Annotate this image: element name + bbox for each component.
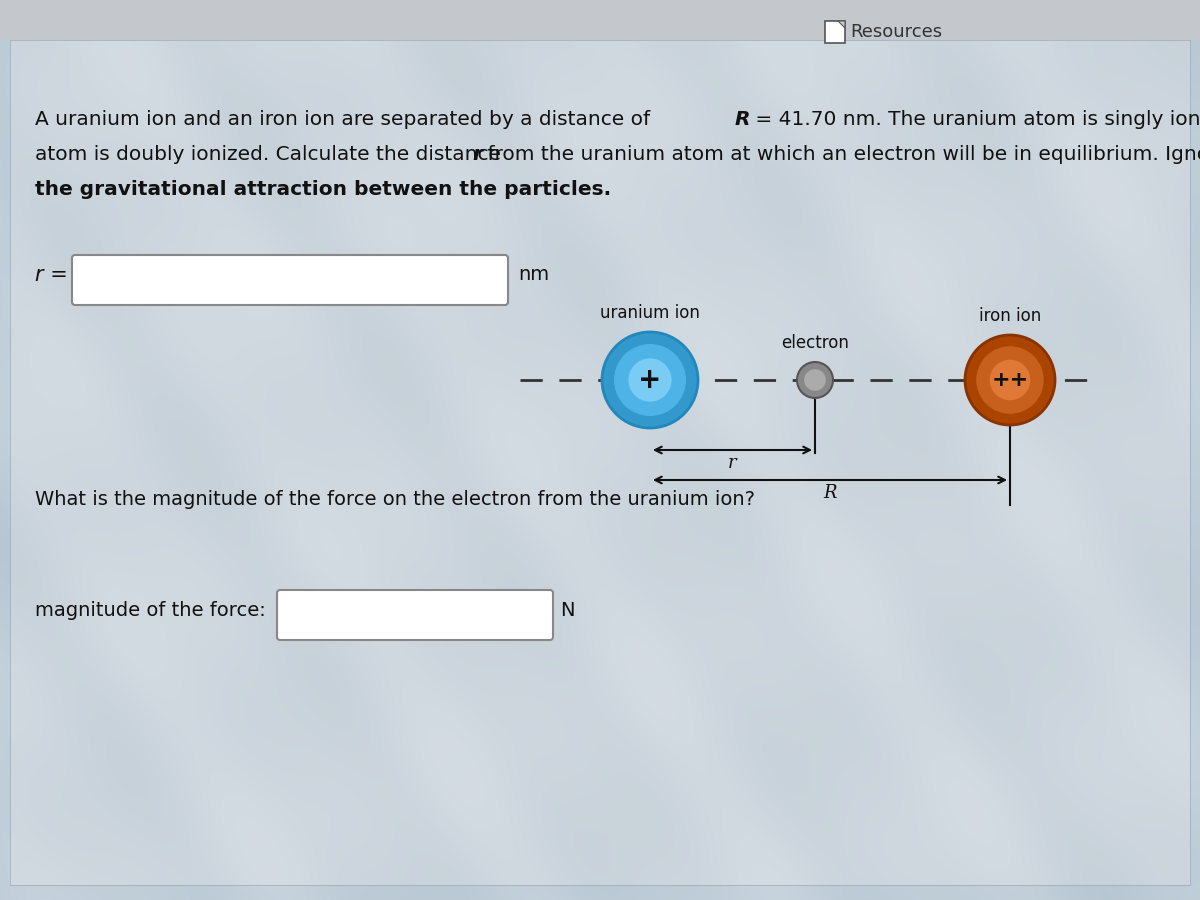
FancyBboxPatch shape	[72, 255, 508, 305]
Text: iron ion: iron ion	[979, 307, 1042, 325]
Text: +: +	[638, 366, 661, 394]
Text: uranium ion: uranium ion	[600, 304, 700, 322]
FancyBboxPatch shape	[277, 590, 553, 640]
Polygon shape	[838, 21, 845, 28]
Circle shape	[614, 344, 686, 416]
Circle shape	[602, 332, 698, 428]
Text: magnitude of the force:: magnitude of the force:	[35, 600, 265, 619]
Bar	[826, 21, 845, 43]
Text: nm: nm	[518, 266, 550, 284]
Circle shape	[797, 362, 833, 398]
Circle shape	[965, 335, 1055, 425]
Text: = 41.70 nm. The uranium atom is singly ionized; the iron: = 41.70 nm. The uranium atom is singly i…	[749, 110, 1200, 129]
Text: What is the magnitude of the force on the electron from the uranium ion?: What is the magnitude of the force on th…	[35, 490, 755, 509]
Text: r =: r =	[35, 265, 67, 285]
Circle shape	[629, 358, 672, 401]
Text: the gravitational attraction between the particles.: the gravitational attraction between the…	[35, 180, 611, 199]
Text: Resources: Resources	[850, 23, 942, 41]
Text: atom is doubly ionized. Calculate the distance: atom is doubly ionized. Calculate the di…	[35, 145, 508, 164]
Text: r: r	[728, 454, 737, 472]
Text: electron: electron	[781, 334, 848, 352]
Circle shape	[804, 369, 826, 391]
Text: R: R	[734, 110, 750, 129]
Text: r: r	[472, 145, 482, 164]
Circle shape	[977, 346, 1044, 414]
Text: A uranium ion and an iron ion are separated by a distance of: A uranium ion and an iron ion are separa…	[35, 110, 656, 129]
Circle shape	[990, 360, 1031, 400]
Text: from the uranium atom at which an electron will be in equilibrium. Ignore: from the uranium atom at which an electr…	[481, 145, 1200, 164]
Bar	[0, 0, 1200, 40]
Text: R: R	[823, 484, 836, 502]
Text: ++: ++	[991, 370, 1028, 390]
Text: N: N	[560, 600, 575, 619]
